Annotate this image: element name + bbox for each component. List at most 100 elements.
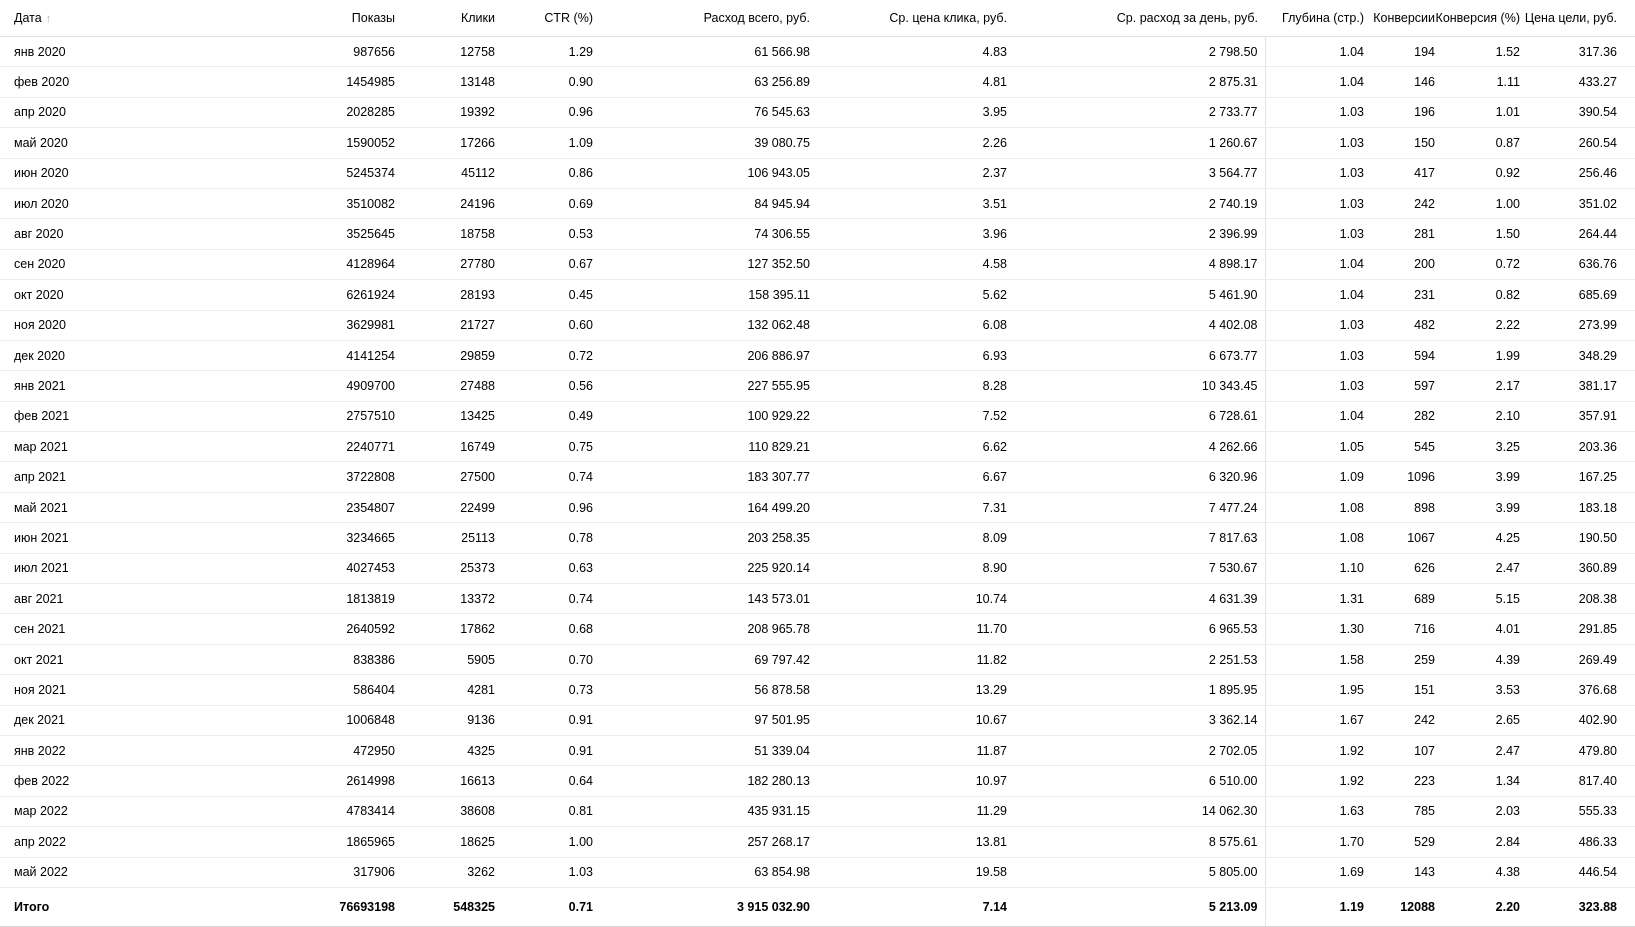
totals-depth: 1.19 [1265, 887, 1364, 927]
total-cost-cell: 164 499.20 [593, 492, 810, 524]
depth-cell: 1.04 [1265, 249, 1364, 281]
ctr-cell: 0.68 [495, 613, 593, 645]
total-cost-cell: 61 566.98 [593, 36, 810, 68]
date-cell: июн 2020 [0, 158, 320, 189]
depth-cell: 1.03 [1265, 310, 1364, 341]
column-header-conversions[interactable]: Конверсии [1364, 0, 1435, 37]
ctr-cell: 1.29 [495, 36, 593, 68]
avg-daily-cost-cell: 4 262.66 [1007, 431, 1266, 463]
clicks-cell: 13148 [395, 66, 495, 98]
avg-daily-cost-cell: 7 477.24 [1007, 492, 1266, 524]
column-header-conversion-rate[interactable]: Конверсия (%) [1435, 0, 1520, 37]
total-cost-cell: 257 268.17 [593, 826, 810, 858]
date-cell: июл 2021 [0, 553, 320, 585]
column-header-avg-daily-cost[interactable]: Ср. расход за день, руб. [1007, 0, 1265, 37]
impressions-cell: 3510082 [320, 188, 395, 220]
total-cost-cell: 39 080.75 [593, 127, 810, 159]
date-cell: окт 2020 [0, 279, 320, 311]
table-row: май 2022 317906 3262 1.03 63 854.98 19.5… [0, 857, 1635, 888]
table-row: май 2021 2354807 22499 0.96 164 499.20 7… [0, 492, 1635, 524]
avg-cpc-cell: 10.67 [810, 705, 1007, 736]
depth-cell: 1.69 [1265, 857, 1364, 888]
clicks-cell: 27780 [395, 249, 495, 281]
impressions-cell: 472950 [320, 735, 395, 767]
total-cost-cell: 227 555.95 [593, 370, 810, 402]
ctr-cell: 0.96 [495, 97, 593, 129]
totals-row: Итого 76693198 548325 0.71 3 915 032.90 … [0, 887, 1635, 927]
conversion-rate-cell: 1.34 [1435, 765, 1520, 797]
avg-daily-cost-cell: 8 575.61 [1007, 826, 1266, 858]
avg-daily-cost-cell: 1 260.67 [1007, 127, 1266, 159]
table-row: янв 2022 472950 4325 0.91 51 339.04 11.8… [0, 735, 1635, 767]
depth-cell: 1.04 [1265, 279, 1364, 311]
total-cost-cell: 63 854.98 [593, 857, 810, 888]
clicks-cell: 27488 [395, 370, 495, 402]
goal-price-cell: 390.54 [1520, 97, 1635, 129]
impressions-cell: 2354807 [320, 492, 395, 524]
column-header-clicks[interactable]: Клики [395, 0, 495, 37]
column-header-avg-cpc[interactable]: Ср. цена клика, руб. [810, 0, 1007, 37]
table-row: апр 2022 1865965 18625 1.00 257 268.17 1… [0, 826, 1635, 858]
conversion-rate-cell: 1.52 [1435, 36, 1520, 68]
goal-price-cell: 317.36 [1520, 36, 1635, 68]
depth-cell: 1.95 [1265, 674, 1364, 706]
avg-daily-cost-cell: 4 402.08 [1007, 310, 1266, 341]
totals-avg-daily-cost: 5 213.09 [1007, 887, 1266, 927]
column-header-total-cost[interactable]: Расход всего, руб. [593, 0, 810, 37]
table-row: июл 2021 4027453 25373 0.63 225 920.14 8… [0, 553, 1635, 585]
impressions-cell: 3525645 [320, 218, 395, 250]
conversion-rate-cell: 2.17 [1435, 370, 1520, 402]
ctr-cell: 0.67 [495, 249, 593, 281]
column-header-ctr[interactable]: CTR (%) [495, 0, 593, 37]
conversion-rate-cell: 0.92 [1435, 158, 1520, 189]
avg-daily-cost-cell: 3 564.77 [1007, 158, 1266, 189]
depth-cell: 1.08 [1265, 492, 1364, 524]
conversion-rate-cell: 1.00 [1435, 188, 1520, 220]
conversions-cell: 242 [1364, 188, 1435, 220]
impressions-cell: 2614998 [320, 765, 395, 797]
column-header-depth[interactable]: Глубина (стр.) [1265, 0, 1364, 37]
date-cell: янв 2022 [0, 735, 320, 767]
avg-cpc-cell: 5.62 [810, 279, 1007, 311]
avg-daily-cost-cell: 2 251.53 [1007, 644, 1266, 676]
clicks-cell: 4281 [395, 674, 495, 706]
clicks-cell: 29859 [395, 340, 495, 372]
clicks-cell: 12758 [395, 36, 495, 68]
ctr-cell: 0.91 [495, 735, 593, 767]
avg-daily-cost-cell: 6 320.96 [1007, 461, 1266, 493]
total-cost-cell: 203 258.35 [593, 522, 810, 554]
depth-cell: 1.05 [1265, 431, 1364, 463]
date-cell: дек 2020 [0, 340, 320, 372]
goal-price-cell: 203.36 [1520, 431, 1635, 463]
avg-cpc-cell: 13.81 [810, 826, 1007, 858]
avg-daily-cost-cell: 7 530.67 [1007, 553, 1266, 585]
total-cost-cell: 84 945.94 [593, 188, 810, 220]
conversions-cell: 689 [1364, 583, 1435, 615]
ctr-cell: 1.00 [495, 826, 593, 858]
clicks-cell: 16613 [395, 765, 495, 797]
conversion-rate-cell: 4.39 [1435, 644, 1520, 676]
conversion-rate-cell: 1.99 [1435, 340, 1520, 372]
totals-ctr: 0.71 [495, 887, 593, 927]
date-cell: янв 2020 [0, 36, 320, 68]
conversions-cell: 231 [1364, 279, 1435, 311]
total-cost-cell: 51 339.04 [593, 735, 810, 767]
total-cost-cell: 132 062.48 [593, 310, 810, 341]
date-cell: фев 2021 [0, 401, 320, 433]
total-cost-cell: 63 256.89 [593, 66, 810, 98]
date-cell: апр 2021 [0, 461, 320, 493]
column-header-goal-price[interactable]: Цена цели, руб. [1520, 0, 1635, 37]
goal-price-cell: 433.27 [1520, 66, 1635, 98]
impressions-cell: 4909700 [320, 370, 395, 402]
total-cost-cell: 206 886.97 [593, 340, 810, 372]
clicks-cell: 19392 [395, 97, 495, 129]
total-cost-cell: 97 501.95 [593, 705, 810, 736]
conversion-rate-cell: 4.01 [1435, 613, 1520, 645]
goal-price-cell: 402.90 [1520, 705, 1635, 736]
column-header-date[interactable]: Дата ↑ [0, 0, 320, 37]
ctr-cell: 0.72 [495, 340, 593, 372]
date-cell: мар 2021 [0, 431, 320, 463]
conversions-cell: 1067 [1364, 522, 1435, 554]
column-header-impressions[interactable]: Показы [320, 0, 395, 37]
avg-cpc-cell: 6.93 [810, 340, 1007, 372]
